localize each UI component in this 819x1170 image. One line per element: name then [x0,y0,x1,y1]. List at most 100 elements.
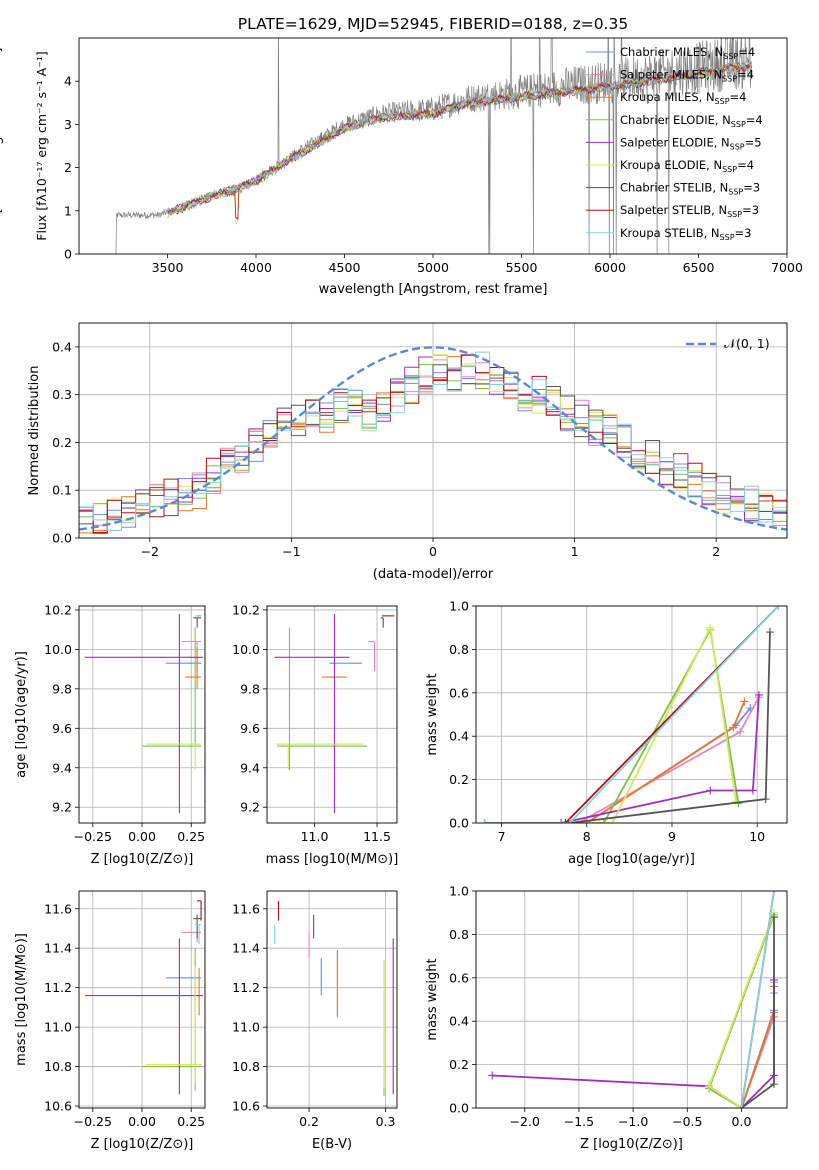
plot-area [274,900,394,1097]
plot-area [488,891,778,1108]
y-tick-label: 9.4 [240,760,260,775]
plus-marker [769,891,778,895]
axes-frame [266,890,398,1109]
y-tick-label: 0.6 [449,970,469,985]
y-tick-label: 0.4 [449,729,469,744]
axes-frame [78,37,788,255]
y-tick-label: 11.6 [232,901,260,916]
x-tick-label: 0.25 [177,829,205,844]
plus-marker [731,797,740,806]
y-tick-label: 10.6 [44,1099,72,1114]
x-tick-label: 0.00 [128,829,156,844]
mass-weight-line [484,606,780,823]
plus-marker [557,819,566,823]
y-tick-label: 11.0 [232,1020,260,1035]
y-tick-label: 10.2 [232,602,260,617]
legend-entry: Kroupa ELODIE, NSSP=4 [620,158,754,174]
x-tick-label: −0.25 [74,1114,112,1129]
axes-frame [78,322,788,539]
x-tick-label: 4500 [329,260,361,275]
y-tick-label: 0.4 [52,339,72,354]
x-tick-label: −1.0 [618,1114,648,1129]
x-tick-label: 0.25 [177,1114,205,1129]
x-tick-label: 10 [749,829,765,844]
y-tick-label: 0.2 [449,1057,469,1072]
y-axis-label: Normed distribution [27,366,42,496]
mass-weight-line [484,627,740,823]
y-tick-label: 4 [64,74,72,89]
spectrum-panel: 3500 4000 4500 5000 5500 6000 6500 7000 0 1 2 3 4 wav… [0,37,803,297]
legend-entry: 𝒩(0, 1) [724,336,770,351]
legend-entry: Chabrier ELODIE, NSSP=4 [620,113,763,129]
y-tick-label: 0.0 [52,531,72,546]
y-axis-label: mass [log10(M/M⊙)] [14,933,29,1066]
axes-frame [78,605,206,824]
y-tick-label: 11.2 [44,980,72,995]
x-axis-label: (data-model)/error [373,567,494,582]
plus-marker [561,819,570,823]
y-tick-label: 0.2 [449,772,469,787]
x-tick-label: 8 [583,829,591,844]
x-tick-label: −0.25 [74,829,112,844]
y-tick-label: 0.0 [449,816,469,831]
mass-weight-line [740,891,775,1108]
x-tick-label: 6500 [683,260,715,275]
x-tick-label: 3500 [152,260,184,275]
x-tick-label: 6000 [594,260,626,275]
x-axis-label: mass [log10(M/M⊙)] [266,852,399,867]
y-axis-label: Flux [fλ10⁻¹⁷ erg cm⁻² s⁻¹ A⁻¹] [34,51,49,240]
x-tick-label: 0 [429,544,437,559]
y-tick-label: 9.8 [240,681,260,696]
mass-weight-line [484,606,780,823]
y-tick-label: 0.8 [449,927,469,942]
mass-weight-vs-metallicity-panel: −2.0 −1.5 −1.0 −0.5 0.0 0.0 0.2 0.4 0.6 0.8 1.0 Z [… [425,884,788,1152]
mass-weight-line [484,696,760,823]
y-tick-label: 9.2 [240,800,260,815]
plus-marker [736,727,745,736]
x-axis-label: Z [log10(Z/Z⊙)] [91,852,194,867]
plus-marker [706,623,715,632]
y-axis-label: Flux [fλ10⁻¹⁷ erg cm⁻² s⁻¹ A⁻¹] [0,48,4,245]
plus-marker [740,697,749,706]
legend-entry: Chabrier MILES, NSSP=4 [620,45,755,61]
x-tick-label: −2.0 [510,1114,540,1129]
x-tick-label: −2 [141,544,159,559]
x-axis-label: Z [log10(Z/Z⊙)] [580,1137,683,1152]
plus-marker [488,1071,497,1080]
y-tick-label: 0.2 [52,435,72,450]
y-tick-label: 0.6 [449,685,469,700]
legend-entry: Salpeter MILES, NSSP=4 [620,68,754,84]
axes-frame [266,605,398,824]
x-tick-label: 5500 [506,260,538,275]
x-axis-label: age [log10(age/yr)] [568,852,695,867]
plus-marker [599,819,608,823]
axes-frame [78,890,206,1109]
plus-marker [565,819,574,823]
y-tick-label: 11.4 [232,941,260,956]
y-tick-label: 9.6 [52,721,72,736]
y-tick-label: 0 [64,247,72,262]
y-tick-label: 10.8 [44,1059,72,1074]
x-tick-label: 0.0 [732,1114,752,1129]
plus-marker [706,786,715,795]
y-tick-label: 1.0 [449,884,469,899]
y-tick-label: 10.0 [44,642,72,657]
y-tick-label: 1 [64,203,72,218]
histogram-step-line [79,351,787,538]
x-tick-label: −0.5 [672,1114,702,1129]
plot-area [84,900,204,1095]
x-tick-label: 2 [712,544,720,559]
normal-distribution-curve [79,346,787,531]
y-tick-label: 9.8 [52,681,72,696]
y-tick-label: 10.0 [232,642,260,657]
mass-weight-line [484,701,746,823]
legend-entry: Kroupa MILES, NSSP=4 [620,90,746,106]
x-tick-label: 0.00 [128,1114,156,1129]
mass-vs-extinction-panel: 0.2 0.3 10.6 10.8 11.0 11.2 11.4 11.6 E(B-V) [232,890,398,1152]
y-tick-label: 0.0 [449,1101,469,1116]
plus-marker [774,606,783,610]
plot-area [480,606,783,823]
plus-marker [769,913,778,922]
plus-marker [737,1104,746,1108]
